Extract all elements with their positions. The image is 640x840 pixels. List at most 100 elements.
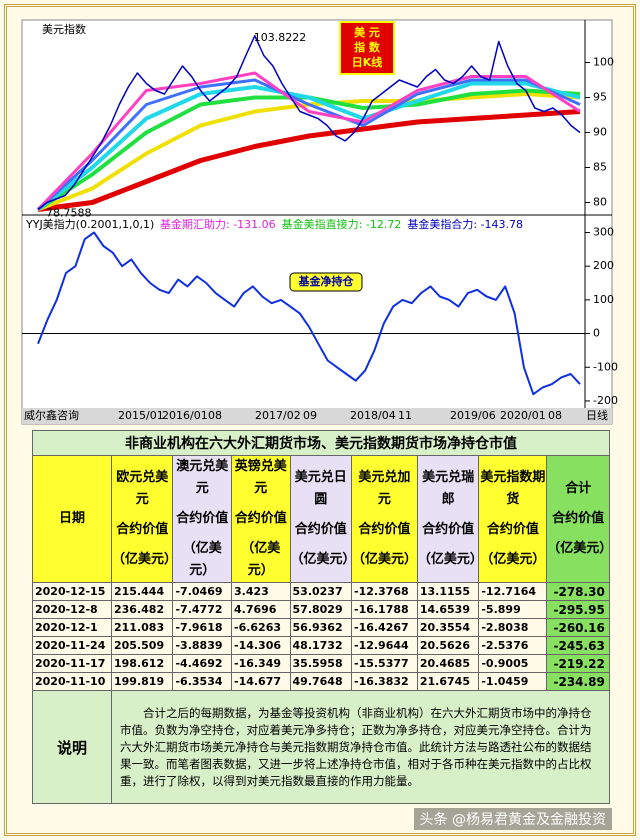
column-header: 美元兑加元 合约价值 （亿美元）	[351, 455, 418, 583]
column-header: 欧元兑美元合约价值 （亿美元）	[110, 455, 178, 583]
cell: -7.0469	[172, 582, 232, 601]
header-sub: 合约价值	[234, 511, 287, 526]
cell: -2.5376	[478, 636, 548, 655]
header-name: 美元兑加元	[358, 470, 411, 507]
y-tick-label: 90	[593, 126, 607, 139]
cell: -14.306	[231, 636, 291, 655]
cell: 14.6539	[416, 600, 480, 619]
note: 合计之后的每期数据，为基金等投资机构（非商业机构）在六大外汇期货市场中的净持仓市…	[111, 690, 610, 804]
header-name: 澳元兑美元	[176, 459, 229, 496]
series-line	[37, 231, 581, 396]
annotation: 103.8222	[254, 31, 307, 44]
cell: -16.1788	[351, 600, 418, 619]
cell: -16.3832	[351, 672, 418, 691]
legend-entry: 基金期汇助力: -131.06	[160, 217, 276, 231]
cell: 2020-11-24	[32, 636, 112, 655]
note-label: 说明	[32, 690, 112, 804]
header-name: 合计	[565, 481, 592, 496]
badge: 日K线	[352, 55, 383, 69]
cell: -12.3768	[351, 582, 418, 601]
header-sub: 合约价值	[422, 522, 475, 537]
cell: -0.9005	[478, 654, 548, 673]
cell: 20.3554	[416, 618, 480, 637]
x-tick-label: 2017/02	[255, 409, 301, 422]
series-line	[36, 81, 581, 212]
header-unit: （亿美元）	[112, 552, 178, 567]
cell: 48.1732	[289, 636, 353, 655]
cell: 20.4685	[416, 654, 480, 673]
header-name: 美元兑日圆	[294, 470, 347, 507]
row: 2020-11-24 205.509 -3.8839 -14.306 48.1732 -1…	[32, 636, 610, 655]
cell: 49.7648	[289, 672, 353, 691]
x-tick-label: 11	[398, 409, 412, 422]
y-tick-label: 0	[593, 327, 600, 340]
y-tick-label: -200	[593, 394, 618, 407]
column-header: 美元兑日圆合约价值 （亿美元）	[289, 455, 356, 583]
cell: -295.95	[546, 600, 610, 619]
row: 2020-12-8 236.482 -7.4772 4.7696 57.8029 -16.…	[32, 600, 610, 619]
header-name: 欧元兑美元	[116, 470, 169, 507]
header-name: 英镑兑美元	[234, 459, 287, 496]
cell: 13.1155	[416, 582, 480, 601]
column-header: 美元指数期货 合约价值 （亿美元）	[478, 455, 548, 583]
cell: 57.8029	[289, 600, 353, 619]
period: 日线	[586, 408, 608, 422]
header-sub: 合约价值	[294, 522, 347, 537]
row: 2020-11-10 199.819 -6.3534 -14.677 49.7648 -1…	[32, 672, 610, 691]
cell: -12.7164	[478, 582, 548, 601]
cell: -6.6263	[231, 618, 291, 637]
column-header: 澳元兑美元合约价值 （亿美元）	[172, 455, 232, 583]
header-name: 美元兑瑞郎	[422, 470, 475, 507]
y-tick-label: 100	[593, 293, 614, 306]
annotation: 78.7588	[46, 207, 92, 220]
watermark: 头条 @杨易君黄金及金融投资	[413, 808, 612, 830]
series-line	[36, 71, 581, 211]
header-unit: （亿美元）	[352, 552, 418, 567]
header-unit: （亿美元）	[417, 552, 483, 567]
header-name: 美元指数期货	[480, 470, 546, 507]
cell: 56.9362	[289, 618, 353, 637]
badge: 指 数	[354, 40, 381, 54]
badge-bg	[289, 272, 363, 292]
cell: -16.4267	[351, 618, 418, 637]
header-sub: 合约价值	[116, 522, 169, 537]
row: 2020-11-17 198.612 -4.4692 -16.349 35.5958 -1…	[32, 654, 610, 673]
cell: -5.899	[478, 600, 548, 619]
cell: 21.6745	[416, 672, 480, 691]
cell: -7.4772	[172, 600, 232, 619]
column-header: 美元兑瑞郎合约价值 （亿美元）	[416, 455, 483, 583]
cell: 205.509	[110, 636, 174, 655]
x-bar	[22, 408, 612, 424]
x-tick-label: 08	[208, 409, 222, 422]
badge-bg	[339, 21, 395, 75]
series-line	[37, 35, 581, 211]
cell: -234.89	[546, 672, 610, 691]
table: 非商业机构在六大外汇期货市场、美元指数期货市场净持仓市值 日期 欧元兑美元 合约价值…	[32, 430, 612, 804]
header-unit: （亿美元）	[290, 552, 356, 567]
cell: 198.612	[110, 654, 174, 673]
x-tick-label: 2015/01	[118, 409, 164, 422]
header-unit: （亿美元）	[182, 541, 222, 578]
cell: 53.0237	[289, 582, 353, 601]
cell: 2020-11-10	[32, 672, 112, 691]
cell: -7.9618	[172, 618, 232, 637]
cell: -2.8038	[478, 618, 548, 637]
header-sub: 合约价值	[176, 511, 229, 526]
cell: -14.677	[231, 672, 291, 691]
cell: -1.0459	[478, 672, 548, 691]
chart-title: YYJ美指力(0.2001,1,0,1)	[25, 217, 154, 231]
cell: 199.819	[110, 672, 174, 691]
badge: 基金净持仓	[298, 274, 355, 288]
y-tick-label: 85	[593, 161, 607, 174]
cell: -4.4692	[172, 654, 232, 673]
header-unit: （亿美元）	[241, 541, 281, 578]
header-sub: 合约价值	[486, 522, 539, 537]
table-title: 非商业机构在六大外汇期货市场、美元指数期货市场净持仓市值	[32, 430, 610, 456]
y-tick-label: 300	[593, 225, 614, 238]
cell: -15.5377	[351, 654, 418, 673]
column-header: 合计 合约价值 （亿美元）	[546, 455, 612, 583]
cell: 3.423	[231, 582, 291, 601]
cell: 2020-11-17	[32, 654, 112, 673]
